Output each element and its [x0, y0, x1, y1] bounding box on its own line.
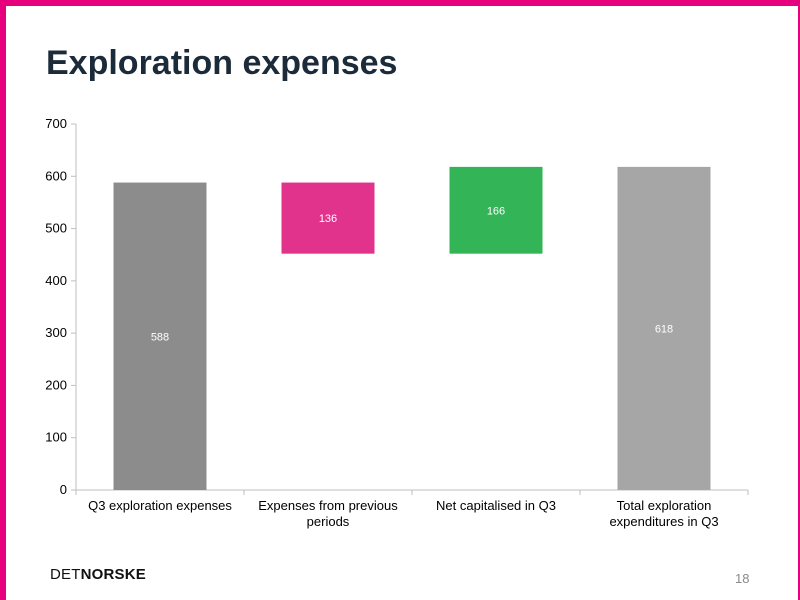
bar-1	[113, 182, 207, 490]
data-label: 166	[487, 205, 505, 217]
x-category-label: Expenses from previous periods	[258, 498, 398, 529]
x-category-label-line: expenditures in Q3	[609, 514, 718, 529]
slide-frame-left	[0, 0, 6, 600]
x-category-label-line: Net capitalised in Q3	[436, 498, 556, 513]
x-category-label-line: periods	[307, 514, 350, 529]
x-category-label-line: Q3 exploration expenses	[88, 498, 232, 513]
slide-frame-right	[798, 0, 800, 600]
company-logo: DETNORSKE	[50, 566, 146, 583]
x-category-label: Total exploration expenditures in Q3	[609, 498, 718, 529]
slide-title: Exploration expenses	[46, 44, 398, 82]
x-category-label-line: Total exploration	[617, 498, 712, 513]
y-tick-label: 200	[45, 377, 67, 392]
y-tick-label: 300	[45, 325, 67, 340]
y-tick-label: 100	[45, 430, 67, 445]
x-category-label: Q3 exploration expenses	[88, 498, 232, 513]
bar-2	[281, 182, 375, 254]
y-tick-label: 600	[45, 168, 67, 183]
logo-text-light: DET	[50, 566, 81, 583]
logo-text-bold: NORSKE	[80, 566, 146, 583]
data-label: 588	[151, 331, 169, 343]
bar-3	[449, 166, 543, 254]
y-tick-label: 700	[45, 116, 67, 131]
slide-frame-top	[0, 0, 800, 6]
y-tick-label: 500	[45, 221, 67, 236]
y-tick-label: 0	[60, 482, 67, 497]
data-label: 136	[319, 213, 337, 225]
bar-4	[617, 166, 711, 491]
page-number: 18	[735, 571, 750, 586]
x-category-label: Net capitalised in Q3	[436, 498, 556, 513]
y-tick-label: 400	[45, 273, 67, 288]
data-label: 618	[655, 323, 673, 335]
x-category-label-line: Expenses from previous	[258, 498, 398, 513]
